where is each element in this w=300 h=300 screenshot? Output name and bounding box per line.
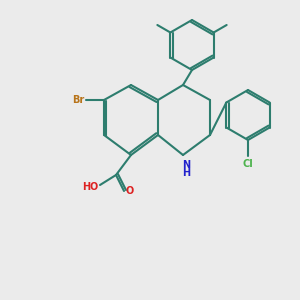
Text: H: H xyxy=(82,182,90,192)
Text: O: O xyxy=(90,182,98,192)
Text: O: O xyxy=(126,186,134,196)
Text: Br: Br xyxy=(72,95,84,105)
Text: N: N xyxy=(182,160,190,170)
Text: Cl: Cl xyxy=(243,159,254,169)
Text: H: H xyxy=(182,168,190,178)
